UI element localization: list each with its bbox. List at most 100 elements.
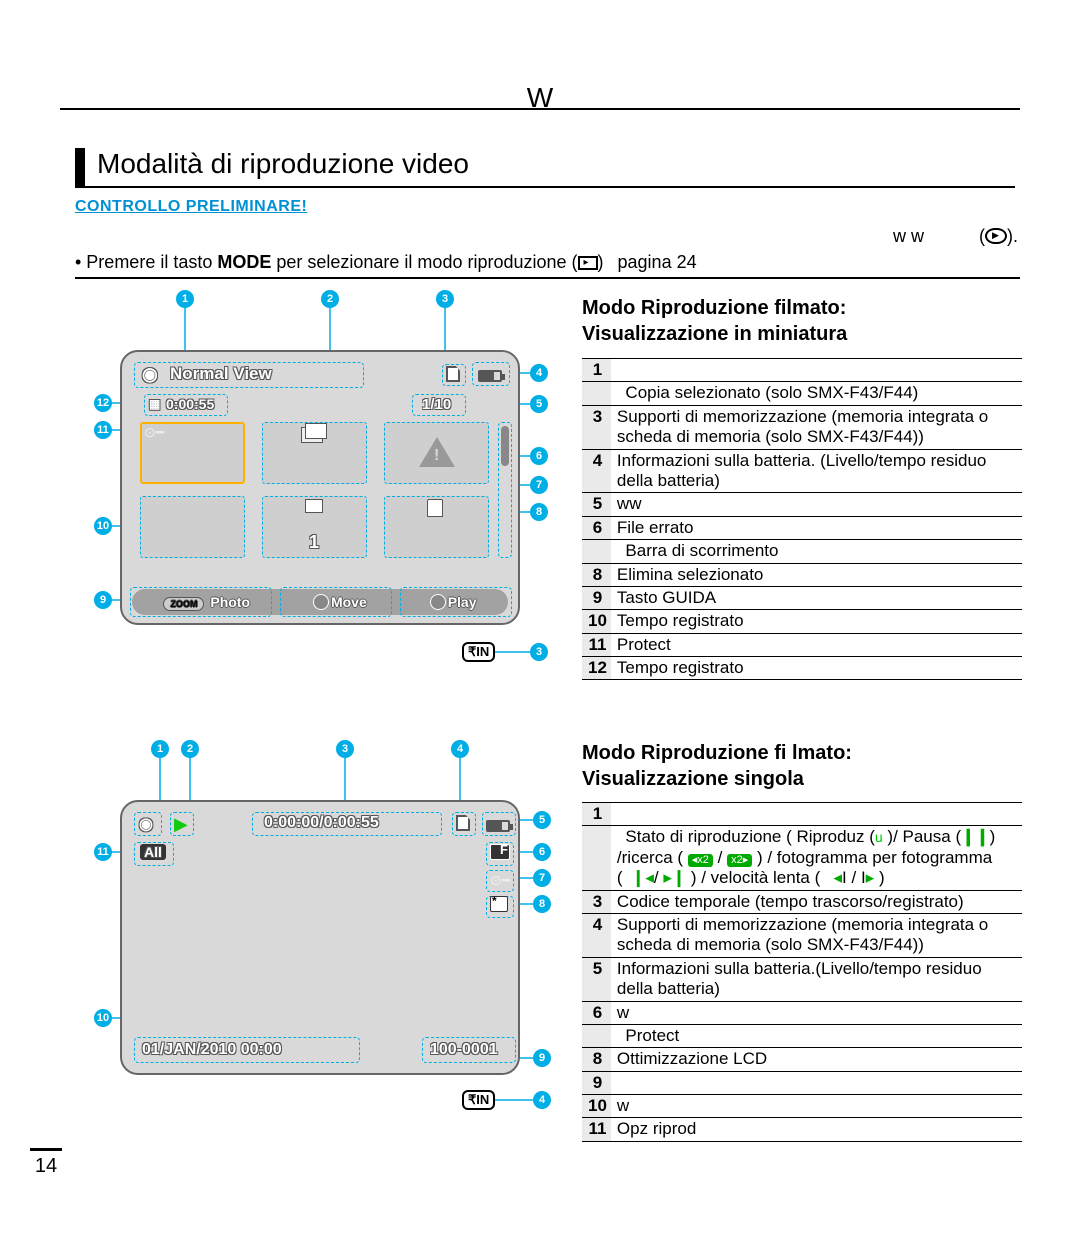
legend-row-text: Informazioni sulla batteria. (Livello/te…: [611, 449, 1022, 493]
legend-row-num: 8: [582, 1048, 611, 1071]
legend-row-num: 10: [582, 610, 611, 633]
legend-row-text: Barra di scorrimento: [611, 540, 1022, 563]
in-badge-2: ₹IN: [462, 1090, 495, 1110]
legend-row-text: Protect: [611, 633, 1022, 656]
copy-icon-b: [305, 423, 327, 439]
legend-row-text: Opz riprod: [611, 1118, 1022, 1141]
legend-row-num: 11: [582, 633, 611, 656]
legend-row-num: 4: [582, 449, 611, 493]
legend-row-num: 1: [582, 803, 611, 826]
scrollbar-thumb-icon: [501, 426, 509, 466]
callout-4: 4: [530, 364, 548, 382]
legend-row-num: 3: [582, 405, 611, 449]
legend-row-num: [582, 1024, 611, 1047]
thumb-2: [262, 422, 367, 484]
thumbnail-view-diagram: 1 2 3 4 5 6 7 8 3 12 11 10 9 Normal View…: [90, 290, 560, 700]
page-header: W: [60, 90, 1020, 110]
single-view-diagram: 1 2 3 4 5 6 7 8 9 4 11 10 ◉ ▶ 0:00:00/0:…: [90, 740, 560, 1140]
legend-table-2: 1 Stato di riproduzione ( Riproduz (u )/…: [582, 802, 1022, 1142]
osd-view-title: Normal View: [170, 364, 272, 384]
legend-row-num: 6: [582, 516, 611, 539]
s2-callout-3: 3: [336, 740, 354, 758]
osd-counter: 1/10: [422, 396, 451, 413]
legend-row-text: Tasto GUIDA: [611, 586, 1022, 609]
protect-key-icon: ⊙━: [144, 424, 164, 441]
s2-callout-11: 11: [94, 843, 112, 861]
callout-5: 5: [530, 395, 548, 413]
legend-row-text: Stato di riproduzione ( Riproduz (u )/ P…: [611, 826, 1022, 890]
legend-row-text: Tempo registrato: [611, 610, 1022, 633]
legend-row-text: Protect: [611, 1024, 1022, 1047]
s2-callout-10: 10: [94, 1009, 112, 1027]
legend-row-num: [582, 382, 611, 405]
battery-icon-2: [486, 816, 510, 837]
top-right-note: w w ().: [893, 226, 1018, 247]
callout-10: 10: [94, 517, 112, 535]
in-badge-1: ₹IN: [462, 642, 495, 662]
legend-row-text: Copia selezionato (solo SMX-F43/F44): [611, 382, 1022, 405]
legend-row-text: [611, 803, 1022, 826]
callout-3: 3: [436, 290, 454, 308]
table2-heading: Modo Riproduzione fi lmato: Visualizzazi…: [582, 740, 852, 792]
callout-2: 2: [321, 290, 339, 308]
legend-row-num: 4: [582, 913, 611, 957]
play-mode-icon: ◉: [142, 364, 158, 385]
callout-6: 6: [530, 447, 548, 465]
legend-row-num: 9: [582, 586, 611, 609]
s2-callout-1: 1: [151, 740, 169, 758]
legend-row-text: w: [611, 1095, 1022, 1118]
legend-row-num: 1: [582, 359, 611, 382]
legend-row-text: ww: [611, 493, 1022, 516]
callout-11: 11: [94, 421, 112, 439]
thumb-4: [140, 496, 245, 558]
check-label: CONTROLLO PRELIMINARE!: [75, 198, 307, 216]
legend-row-text: Codice temporale (tempo trascorso/regist…: [611, 890, 1022, 913]
tab-icon: ◉: [139, 814, 153, 834]
callout-1: 1: [176, 290, 194, 308]
legend-row-text: Supporti di memorizzazione (memoria inte…: [611, 913, 1022, 957]
s2-callout-6: 6: [533, 843, 551, 861]
table1-heading: Modo Riproduzione filmato: Visualizzazio…: [582, 295, 847, 347]
legend-row-num: [582, 540, 611, 563]
all-badge: All: [140, 844, 166, 860]
storage-icon: [446, 366, 460, 382]
delete-icon: [427, 499, 443, 517]
legend-row-text: [611, 359, 1022, 382]
osd-date: 01/JAN/2010 00:00: [142, 1041, 282, 1059]
legend-row-num: 10: [582, 1095, 611, 1118]
osd-filenum: 100-0001: [430, 1041, 498, 1059]
bullet-line-1: •: [75, 228, 1020, 253]
bullet-line-2: • Premere il tasto MODE per selezionare …: [75, 252, 1020, 279]
legend-row-text: File errato: [611, 516, 1022, 539]
legend-row-text: Elimina selezionato: [611, 563, 1022, 586]
s2-callout-2: 2: [181, 740, 199, 758]
s2-callout-9: 9: [533, 1049, 551, 1067]
page-number: 14: [30, 1148, 62, 1178]
thumb-5: 1: [262, 496, 367, 558]
legend-row-text: Tempo registrato: [611, 657, 1022, 680]
s2-callout-4: 4: [451, 740, 469, 758]
camera-icon: [985, 228, 1007, 244]
lcd-screen-thumbnail: Normal View ◉ 0:00:55 ▦ 1/10 1 ⊙━: [120, 350, 520, 625]
osd-timecode: 0:00:00/0:00:55: [264, 814, 379, 832]
s2-callout-4b: 4: [533, 1091, 551, 1109]
callout-3b: 3: [530, 643, 548, 661]
thumb-6: [384, 496, 489, 558]
film-icon: ▦: [149, 397, 160, 411]
s2-callout-8: 8: [533, 895, 551, 913]
callout-8: 8: [530, 503, 548, 521]
callout-7: 7: [530, 476, 548, 494]
legend-row-num: 5: [582, 957, 611, 1001]
lcd-screen-single: ◉ ▶ 0:00:00/0:00:55 All F ⊙━ * 01/JAN/20…: [120, 800, 520, 1075]
protect-icon: ⊙━: [490, 872, 510, 889]
thumb-number: 1: [309, 532, 319, 553]
play-state-icon: ▶: [174, 814, 188, 835]
s2-callout-7: 7: [533, 869, 551, 887]
legend-row-text: Supporti di memorizzazione (memoria inte…: [611, 405, 1022, 449]
callout-12: 12: [94, 394, 112, 412]
legend-row-num: 9: [582, 1071, 611, 1094]
warning-icon: [419, 437, 455, 467]
legend-row-num: 6: [582, 1001, 611, 1024]
legend-row-num: 3: [582, 890, 611, 913]
legend-row-num: 12: [582, 657, 611, 680]
